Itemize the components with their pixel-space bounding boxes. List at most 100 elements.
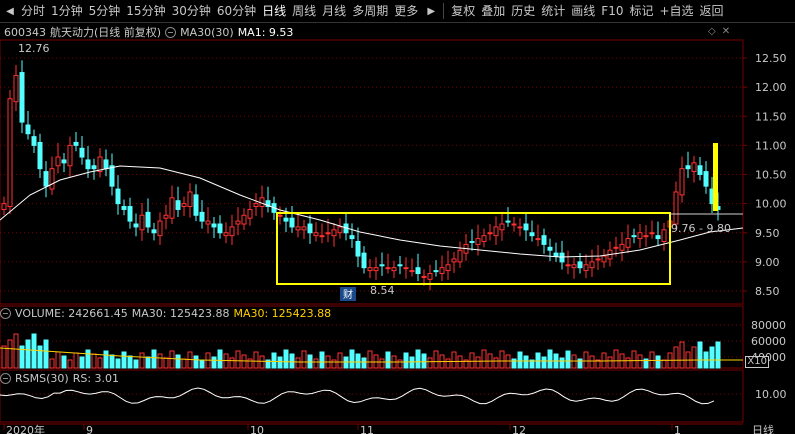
period-tab-30min[interactable]: 30分钟 bbox=[171, 4, 211, 18]
candle-body bbox=[457, 249, 463, 263]
fin-marker: 财 bbox=[343, 288, 353, 301]
volume-bar bbox=[277, 356, 283, 369]
period-tab-more[interactable]: 更多 bbox=[394, 4, 419, 18]
volume-bar bbox=[499, 350, 505, 369]
add-watchlist-button[interactable]: +自选 bbox=[659, 4, 694, 18]
volume-bar bbox=[169, 350, 175, 369]
price-tick: 10.00 bbox=[755, 198, 787, 211]
volume-bar bbox=[451, 351, 457, 369]
candle-body bbox=[619, 243, 625, 251]
volume-bar bbox=[613, 349, 619, 369]
volume-bar bbox=[121, 351, 127, 369]
candle-body bbox=[427, 273, 433, 280]
period-tab-1min[interactable]: 1分钟 bbox=[51, 4, 83, 18]
candle-body bbox=[127, 206, 133, 222]
rsms-collapse-icon[interactable] bbox=[0, 372, 11, 384]
candle-body bbox=[523, 223, 529, 231]
toolbar-divider bbox=[443, 3, 445, 19]
volume-bar bbox=[139, 352, 145, 369]
volume-bar bbox=[505, 354, 511, 369]
candle-body bbox=[451, 258, 457, 263]
volume-bar bbox=[91, 353, 97, 369]
candle-body bbox=[1, 203, 7, 210]
candle-body bbox=[589, 261, 595, 269]
volume-bar bbox=[193, 355, 199, 369]
range-annotation: 9.76 - 9.80 bbox=[671, 222, 731, 235]
volume-bar bbox=[631, 350, 637, 369]
volume-bar bbox=[31, 333, 37, 369]
date-label: 11 bbox=[360, 424, 374, 434]
volume-bar bbox=[625, 357, 631, 369]
period-tab-daily[interactable]: 日线 bbox=[262, 4, 287, 18]
fin-badge[interactable] bbox=[340, 287, 356, 301]
price-tick: 9.50 bbox=[755, 227, 780, 240]
diamond-icon[interactable]: ◇ bbox=[708, 26, 716, 37]
period-toolbar: ◀ 分时 1分钟 5分钟 15分钟 30分钟 60分钟 日线 周线 月线 多周期… bbox=[0, 0, 795, 23]
volume-bar bbox=[271, 352, 277, 369]
volume-bar bbox=[19, 345, 25, 369]
candle-body bbox=[637, 232, 643, 240]
stock-info-row: 600343 航天动力(日线 前复权) MA30(30) MA1: 9.53 bbox=[0, 24, 293, 40]
candle-body bbox=[421, 275, 427, 278]
candle-body bbox=[181, 203, 187, 208]
period-tab-monthly[interactable]: 月线 bbox=[322, 4, 347, 18]
period-tab-15min[interactable]: 15分钟 bbox=[126, 4, 166, 18]
period-tab-60min[interactable]: 60分钟 bbox=[216, 4, 257, 18]
candle-body bbox=[475, 238, 481, 245]
back-arrow-icon[interactable]: ◀ bbox=[6, 5, 14, 17]
volume-tick: 80000 bbox=[751, 319, 786, 332]
volume-bar bbox=[85, 349, 91, 369]
candle-body bbox=[217, 223, 223, 234]
volume-bar bbox=[547, 349, 553, 369]
date-label: 12 bbox=[512, 424, 526, 434]
candle-body bbox=[37, 141, 43, 170]
volume-bar bbox=[319, 351, 325, 369]
candle-body bbox=[43, 171, 49, 187]
volume-bar bbox=[151, 349, 157, 369]
f10-button[interactable]: F10 bbox=[601, 4, 624, 18]
candle-body bbox=[613, 246, 619, 249]
period-tab-weekly[interactable]: 周线 bbox=[292, 4, 317, 18]
candle-body bbox=[391, 267, 397, 272]
candle-body bbox=[319, 235, 325, 238]
candle-body bbox=[313, 232, 319, 237]
volume-bar bbox=[541, 356, 547, 369]
candle-body bbox=[661, 229, 667, 242]
volume-collapse-icon[interactable] bbox=[0, 307, 11, 319]
candle-body bbox=[469, 240, 475, 243]
history-button[interactable]: 历史 bbox=[511, 4, 536, 18]
more-arrow-icon[interactable]: ▶ bbox=[427, 5, 436, 17]
period-tab-fenshi[interactable]: 分时 bbox=[21, 4, 46, 18]
period-tab-multi[interactable]: 多周期 bbox=[352, 4, 389, 18]
draw-line-button[interactable]: 画线 bbox=[571, 4, 596, 18]
candle-body bbox=[529, 232, 535, 237]
mark-button[interactable]: 标记 bbox=[629, 4, 654, 18]
candle-body bbox=[85, 159, 91, 170]
date-axis: 2020年 9 10 11 12 1 日线 bbox=[0, 423, 774, 434]
overlay-button[interactable]: 叠加 bbox=[481, 4, 506, 18]
volume-bar bbox=[55, 351, 61, 369]
volume-bar bbox=[523, 355, 529, 369]
candle-body bbox=[199, 211, 205, 222]
collapse-icon[interactable] bbox=[165, 26, 177, 38]
return-button[interactable]: 返回 bbox=[699, 4, 724, 18]
close-icon[interactable]: ✕ bbox=[721, 26, 731, 37]
volume-bar bbox=[379, 358, 385, 369]
volume-tick: 60000 bbox=[751, 335, 786, 348]
volume-bar bbox=[235, 350, 241, 369]
volume-bar bbox=[415, 349, 421, 369]
high-annotation: 12.76 bbox=[18, 42, 50, 55]
low-annotation: 8.54 bbox=[370, 284, 395, 297]
period-tab-5min[interactable]: 5分钟 bbox=[88, 4, 121, 18]
ma30-line bbox=[0, 165, 744, 258]
candle-body bbox=[265, 200, 271, 208]
volume-bar bbox=[493, 357, 499, 369]
volume-bar bbox=[643, 358, 649, 369]
adjust-button[interactable]: 复权 bbox=[451, 4, 476, 18]
volume-bar bbox=[535, 352, 541, 369]
candle-body bbox=[583, 264, 589, 272]
stats-button[interactable]: 统计 bbox=[541, 4, 566, 18]
date-label: 9 bbox=[86, 424, 93, 434]
volume-bar bbox=[247, 358, 253, 369]
rsms-line bbox=[0, 387, 715, 405]
